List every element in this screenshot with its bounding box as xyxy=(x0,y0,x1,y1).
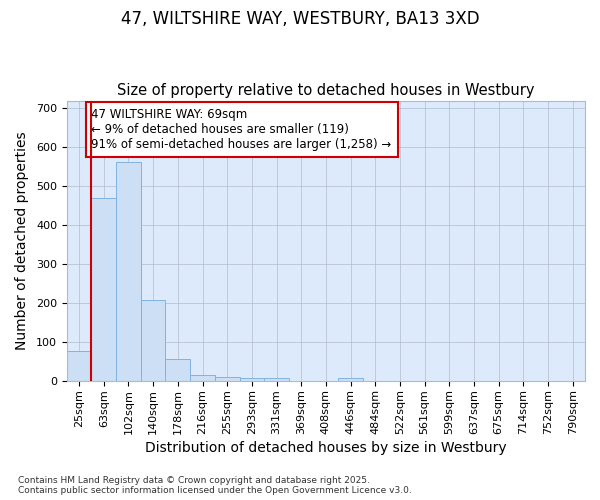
Bar xyxy=(141,300,166,382)
Bar xyxy=(190,376,215,382)
Bar xyxy=(264,378,289,382)
Bar xyxy=(338,378,363,382)
Y-axis label: Number of detached properties: Number of detached properties xyxy=(15,132,29,350)
Text: Contains HM Land Registry data © Crown copyright and database right 2025.
Contai: Contains HM Land Registry data © Crown c… xyxy=(18,476,412,495)
Text: 47 WILTSHIRE WAY: 69sqm
← 9% of detached houses are smaller (119)
91% of semi-de: 47 WILTSHIRE WAY: 69sqm ← 9% of detached… xyxy=(91,108,392,152)
Text: 47, WILTSHIRE WAY, WESTBURY, BA13 3XD: 47, WILTSHIRE WAY, WESTBURY, BA13 3XD xyxy=(121,10,479,28)
Bar xyxy=(215,378,239,382)
Bar xyxy=(116,162,141,382)
Bar xyxy=(166,359,190,382)
X-axis label: Distribution of detached houses by size in Westbury: Distribution of detached houses by size … xyxy=(145,441,507,455)
Bar xyxy=(67,351,91,382)
Title: Size of property relative to detached houses in Westbury: Size of property relative to detached ho… xyxy=(117,83,535,98)
Bar xyxy=(239,378,264,382)
Bar xyxy=(91,198,116,382)
